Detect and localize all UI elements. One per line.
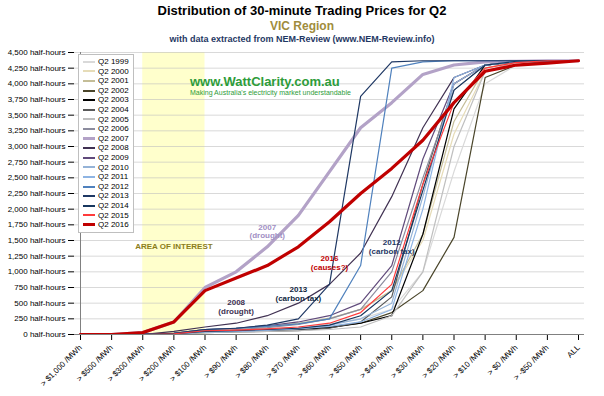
svg-text:4,250 half-hours: 4,250 half-hours: [8, 64, 66, 73]
svg-text:4,000 half-hours: 4,000 half-hours: [8, 79, 66, 88]
svg-text:3,000 half-hours: 3,000 half-hours: [8, 142, 66, 151]
svg-text:> $60 /MWh: > $60 /MWh: [295, 343, 333, 381]
svg-text:2,750 half-hours: 2,750 half-hours: [8, 158, 66, 167]
html-text:Distribution of 30-minute Trad: Distribution of 30-minute Trading Prices…: [157, 3, 447, 18]
html-text:Q2 2006: Q2 2006: [98, 124, 129, 134]
html-text:Q2 2001: Q2 2001: [98, 76, 129, 86]
svg-text:> $200 /MWh: > $200 /MWh: [136, 343, 178, 384]
svg-text:> $300 /MWh: > $300 /MWh: [105, 343, 146, 384]
html-text:Q2 2013: Q2 2013: [98, 191, 129, 201]
svg-text:750 half-hours: 750 half-hours: [14, 283, 65, 292]
svg-text:> $50 /MWh: > $50 /MWh: [326, 343, 364, 381]
svg-text:3,500 half-hours: 3,500 half-hours: [8, 111, 66, 120]
html-text:Q2 2003: Q2 2003: [98, 95, 129, 105]
svg-text:2007(drought): 2007(drought): [249, 223, 285, 241]
html-text:Q2 2015: Q2 2015: [98, 210, 129, 220]
svg-text:ALL: ALL: [565, 343, 582, 360]
html-text:Q2 2010: Q2 2010: [98, 162, 129, 172]
svg-text:> $40 /MWh: > $40 /MWh: [358, 343, 395, 381]
svg-text:> $70 /MWh: > $70 /MWh: [264, 343, 302, 381]
html-text:Q2 2004: Q2 2004: [98, 105, 129, 114]
svg-text:> -$50 /MWh: > -$50 /MWh: [512, 343, 551, 382]
svg-text:3,750 half-hours: 3,750 half-hours: [8, 95, 66, 104]
svg-text:3,250 half-hours: 3,250 half-hours: [8, 126, 66, 135]
svg-text:2,000 half-hours: 2,000 half-hours: [8, 205, 66, 214]
svg-text:> $10 /MWh: > $10 /MWh: [451, 343, 488, 380]
html-text:Q2 2007: Q2 2007: [98, 133, 129, 143]
html-text:Q2 2011: Q2 2011: [98, 172, 129, 182]
svg-text:2012(carbon tax): 2012(carbon tax): [369, 238, 415, 256]
html-text:www.WattClarity.com.au: www.WattClarity.com.au: [190, 74, 340, 89]
svg-text:> $90 /MWh: > $90 /MWh: [202, 343, 240, 381]
html-text:Making Australia's electricity: Making Australia's electricity market un…: [190, 89, 351, 96]
html-text:with data extracted from NEM-R: with data extracted from NEM-Review (www…: [169, 34, 435, 44]
svg-text:> $80 /MWh: > $80 /MWh: [233, 343, 271, 381]
svg-text:> $30 /MWh: > $30 /MWh: [389, 343, 427, 381]
svg-text:1,750 half-hours: 1,750 half-hours: [8, 220, 66, 229]
html-text:Q2 2014: Q2 2014: [98, 200, 129, 210]
svg-text:> $500 /MWh: > $500 /MWh: [74, 343, 115, 384]
svg-text:> $100 /MWh: > $100 /MWh: [168, 343, 208, 383]
svg-text:1,500 half-hours: 1,500 half-hours: [8, 236, 66, 245]
html-text:Q2 2012: Q2 2012: [98, 181, 129, 191]
svg-text:2016(causes?): 2016(causes?): [311, 254, 349, 272]
svg-text:AREA OF INTEREST: AREA OF INTEREST: [135, 242, 213, 251]
svg-text:0 half-hours: 0 half-hours: [23, 330, 65, 339]
svg-text:4,500 half-hours: 4,500 half-hours: [8, 48, 66, 57]
svg-text:> $0 /MWh: > $0 /MWh: [485, 343, 520, 378]
svg-text:1,000 half-hours: 1,000 half-hours: [8, 267, 66, 276]
html-text:Q2 2016: Q2 2016: [98, 220, 129, 230]
html-text:Q2 2008: Q2 2008: [98, 143, 129, 153]
html-text:Q2 2000: Q2 2000: [98, 66, 129, 76]
svg-text:2008(drought): 2008(drought): [218, 298, 254, 316]
html-text:Q2 2005: Q2 2005: [98, 114, 129, 124]
svg-text:250 half-hours: 250 half-hours: [14, 314, 65, 323]
svg-text:500 half-hours: 500 half-hours: [14, 299, 65, 308]
svg-text:2,250 half-hours: 2,250 half-hours: [8, 189, 66, 198]
svg-text:1,250 half-hours: 1,250 half-hours: [8, 252, 66, 261]
html-text:Q2 2009: Q2 2009: [98, 152, 129, 162]
svg-text:2,500 half-hours: 2,500 half-hours: [8, 173, 66, 182]
svg-text:> $20 /MWh: > $20 /MWh: [420, 343, 458, 381]
svg-text:2013(carbon tax): 2013(carbon tax): [275, 285, 321, 303]
html-text:VIC Region: VIC Region: [270, 19, 334, 33]
svg-text:> $1,000 /MWh: > $1,000 /MWh: [39, 343, 84, 388]
html-text:Q2 1999: Q2 1999: [98, 57, 129, 66]
html-text:Q2 2002: Q2 2002: [98, 85, 129, 95]
